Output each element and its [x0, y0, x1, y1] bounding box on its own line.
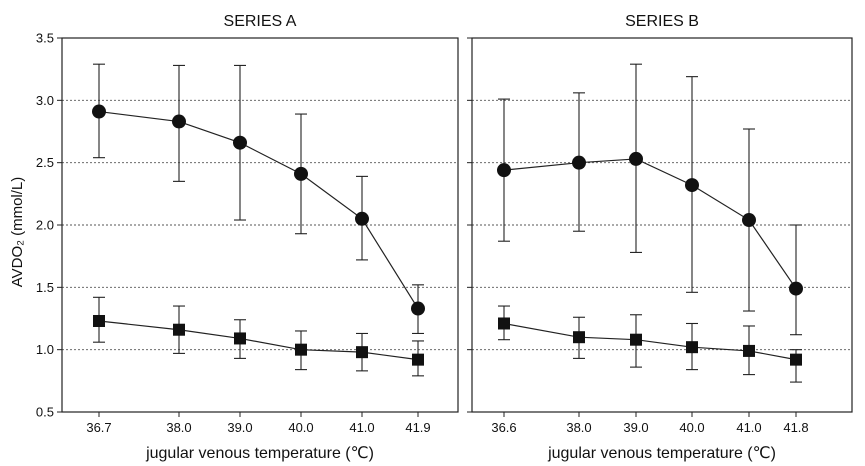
series-line — [503, 158, 797, 289]
y-tick-label: 3.5 — [36, 31, 54, 46]
data-point-square — [295, 343, 307, 356]
series-line — [98, 110, 419, 309]
series-line — [503, 322, 797, 361]
series-square — [93, 296, 424, 377]
x-tick-label: 36.7 — [86, 420, 111, 435]
x-tick-label: 41.9 — [405, 420, 430, 435]
series-line — [98, 320, 419, 361]
x-axis-label: jugular venous temperature (℃) — [145, 445, 374, 462]
x-tick-label: 41.8 — [783, 420, 808, 435]
series-circle — [497, 63, 803, 336]
data-point-circle — [294, 166, 308, 181]
series-circle — [92, 63, 425, 335]
x-tick-label: 41.0 — [349, 420, 374, 435]
data-point-circle — [742, 213, 756, 228]
y-tick-label: 2.5 — [36, 155, 54, 170]
data-point-square — [573, 331, 585, 344]
x-tick-label: 40.0 — [288, 420, 313, 435]
x-tick-label: 41.0 — [736, 420, 761, 435]
panel-series-a: SERIES A 0.5 1.0 1.5 2.0 2.5 3.0 3.5 36.7 38.0 39.… — [36, 13, 459, 462]
data-point-circle — [172, 114, 186, 129]
chart-title: SERIES A — [224, 13, 297, 30]
y-tick-label: 1.5 — [36, 280, 54, 295]
data-point-square — [686, 341, 698, 354]
x-tick-label: 36.6 — [491, 420, 516, 435]
x-axis-label: jugular venous temperature (℃) — [547, 445, 776, 462]
y-tick-label: 1.0 — [36, 342, 54, 357]
data-point-square — [498, 317, 510, 330]
y-axis-label: AVDO₂ (mmol/L) — [9, 177, 26, 288]
data-point-circle — [685, 178, 699, 193]
data-point-square — [630, 333, 642, 346]
data-point-square — [743, 344, 755, 357]
x-tick-label: 39.0 — [623, 420, 648, 435]
chart-title: SERIES B — [625, 13, 699, 30]
data-point-square — [173, 323, 185, 336]
panel-series-b: SERIES B 36.6 38.0 39.0 40.0 41.0 41.8 jugular … — [467, 13, 853, 462]
x-tick-label: 39.0 — [227, 420, 252, 435]
y-tick-label: 3.0 — [36, 93, 54, 108]
y-tick-label: 2.0 — [36, 218, 54, 233]
data-point-circle — [629, 151, 643, 166]
data-point-square — [412, 353, 424, 366]
data-point-square — [356, 346, 368, 359]
data-point-circle — [572, 155, 586, 170]
y-tick-label: 0.5 — [36, 405, 54, 420]
x-tick-label: 38.0 — [166, 420, 191, 435]
data-point-circle — [411, 301, 425, 316]
data-point-circle — [355, 211, 369, 226]
data-point-circle — [789, 281, 803, 296]
data-point-circle — [92, 104, 106, 119]
x-tick-label: 40.0 — [679, 420, 704, 435]
data-point-circle — [497, 163, 511, 178]
data-point-square — [790, 353, 802, 366]
x-tick-label: 38.0 — [566, 420, 591, 435]
data-point-square — [93, 314, 105, 327]
series-square — [498, 305, 802, 383]
data-point-circle — [233, 135, 247, 150]
data-point-square — [234, 332, 246, 345]
